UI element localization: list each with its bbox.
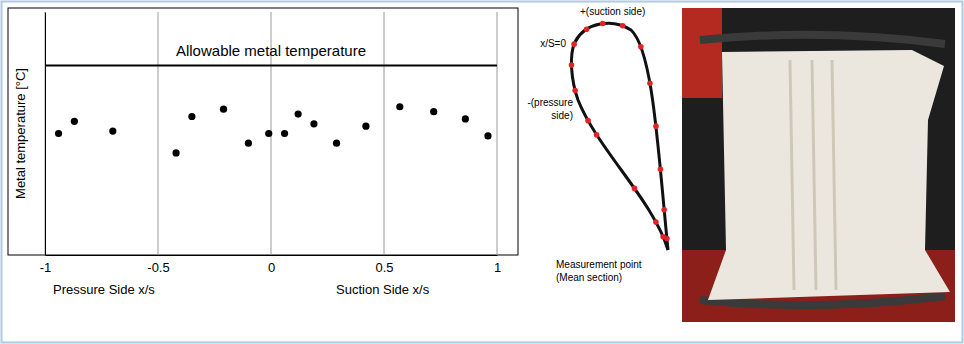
x-tick: 0.5 xyxy=(375,255,393,275)
airfoil-measurement-point xyxy=(658,167,664,173)
airfoil-measurement-point xyxy=(585,118,591,124)
airfoil-measurement-point xyxy=(600,21,606,27)
measurement-label: (Mean section) xyxy=(556,272,622,283)
data-point xyxy=(188,113,195,120)
photo-blade-rib xyxy=(790,60,794,290)
y-axis-title: Metal temperature [°C] xyxy=(13,68,28,199)
airfoil-diagram: +(suction side) x/S=0 -(pressureside) Measu… xyxy=(527,6,669,283)
airfoil-measurement-point xyxy=(653,219,659,225)
x-tick: 0 xyxy=(268,255,275,275)
grid xyxy=(45,12,497,255)
outer-border xyxy=(2,2,963,343)
airfoil-measurement-point xyxy=(664,236,670,242)
data-point xyxy=(430,108,437,115)
pressure-label: -(pressureside) xyxy=(527,97,573,121)
airfoil-measurement-point xyxy=(647,80,653,86)
airfoil-measurement-point xyxy=(620,23,626,29)
photo-background xyxy=(682,8,955,322)
airfoil-suction-side xyxy=(575,23,668,250)
x-axis: -1 -0.5 0 0.5 1 xyxy=(40,255,501,275)
airfoil-measurement-point xyxy=(569,62,575,68)
photo xyxy=(682,8,955,322)
chart-frame xyxy=(8,8,518,255)
y-axis-line xyxy=(45,13,46,256)
data-point xyxy=(281,130,288,137)
airfoil-measurement-point xyxy=(638,44,644,50)
photo-blade-rib xyxy=(832,60,836,290)
data-point xyxy=(462,115,469,122)
airfoil-pressure-side xyxy=(571,42,668,250)
airfoil-measurement-point xyxy=(572,88,578,94)
x-tick-label: 0 xyxy=(268,260,275,275)
airfoil-measurement-point xyxy=(632,186,638,192)
suction-label: +(suction side) xyxy=(580,6,645,17)
data-point xyxy=(172,149,179,156)
data-point xyxy=(55,130,62,137)
photo-blade xyxy=(708,50,950,300)
x-tick-label: -1 xyxy=(40,260,52,275)
photo-blade-rib xyxy=(812,60,816,290)
grid-line-x xyxy=(158,12,159,255)
grid-line-x xyxy=(384,12,385,255)
data-point xyxy=(362,123,369,130)
measurement-label: Measurement point xyxy=(556,259,642,270)
y-axis xyxy=(45,13,46,256)
origin-label: x/S=0 xyxy=(540,38,566,49)
data-point xyxy=(333,140,340,147)
data-point xyxy=(220,106,227,113)
plot-area xyxy=(45,65,497,156)
photo-red-part xyxy=(682,8,722,98)
data-point xyxy=(396,103,403,110)
data-point xyxy=(310,120,317,127)
data-point xyxy=(484,132,491,139)
x-tick: 1 xyxy=(494,255,501,275)
grid-line-x xyxy=(45,12,46,255)
data-point xyxy=(265,130,272,137)
allowable-line xyxy=(45,64,497,66)
airfoil-measurement-point xyxy=(594,132,600,138)
airfoil-measurement-point xyxy=(571,41,577,47)
x-tick-label: 1 xyxy=(494,260,501,275)
data-point xyxy=(245,140,252,147)
airfoil-measurement-point xyxy=(653,123,659,129)
airfoil-measurement-point xyxy=(584,26,590,32)
photo-shroud-top xyxy=(700,35,945,44)
allowable-label: Allowable metal temperature xyxy=(176,42,366,59)
x-tick-label: -0.5 xyxy=(147,260,169,275)
x-tick: -0.5 xyxy=(147,255,169,275)
x-tick-label: 0.5 xyxy=(375,260,393,275)
grid-line-x xyxy=(497,12,498,255)
data-point xyxy=(71,118,78,125)
x-axis-line xyxy=(46,255,498,256)
x-tick: -1 xyxy=(40,255,52,275)
x-axis-title-pressure: Pressure Side x/s xyxy=(53,282,155,297)
data-point xyxy=(109,127,116,134)
airfoil-measurement-point xyxy=(661,207,667,213)
x-axis-title-suction: Suction Side x/s xyxy=(336,282,430,297)
data-point xyxy=(295,110,302,117)
figure: -1 -0.5 0 0.5 1 Allowable metal temperature Me… xyxy=(0,0,964,344)
